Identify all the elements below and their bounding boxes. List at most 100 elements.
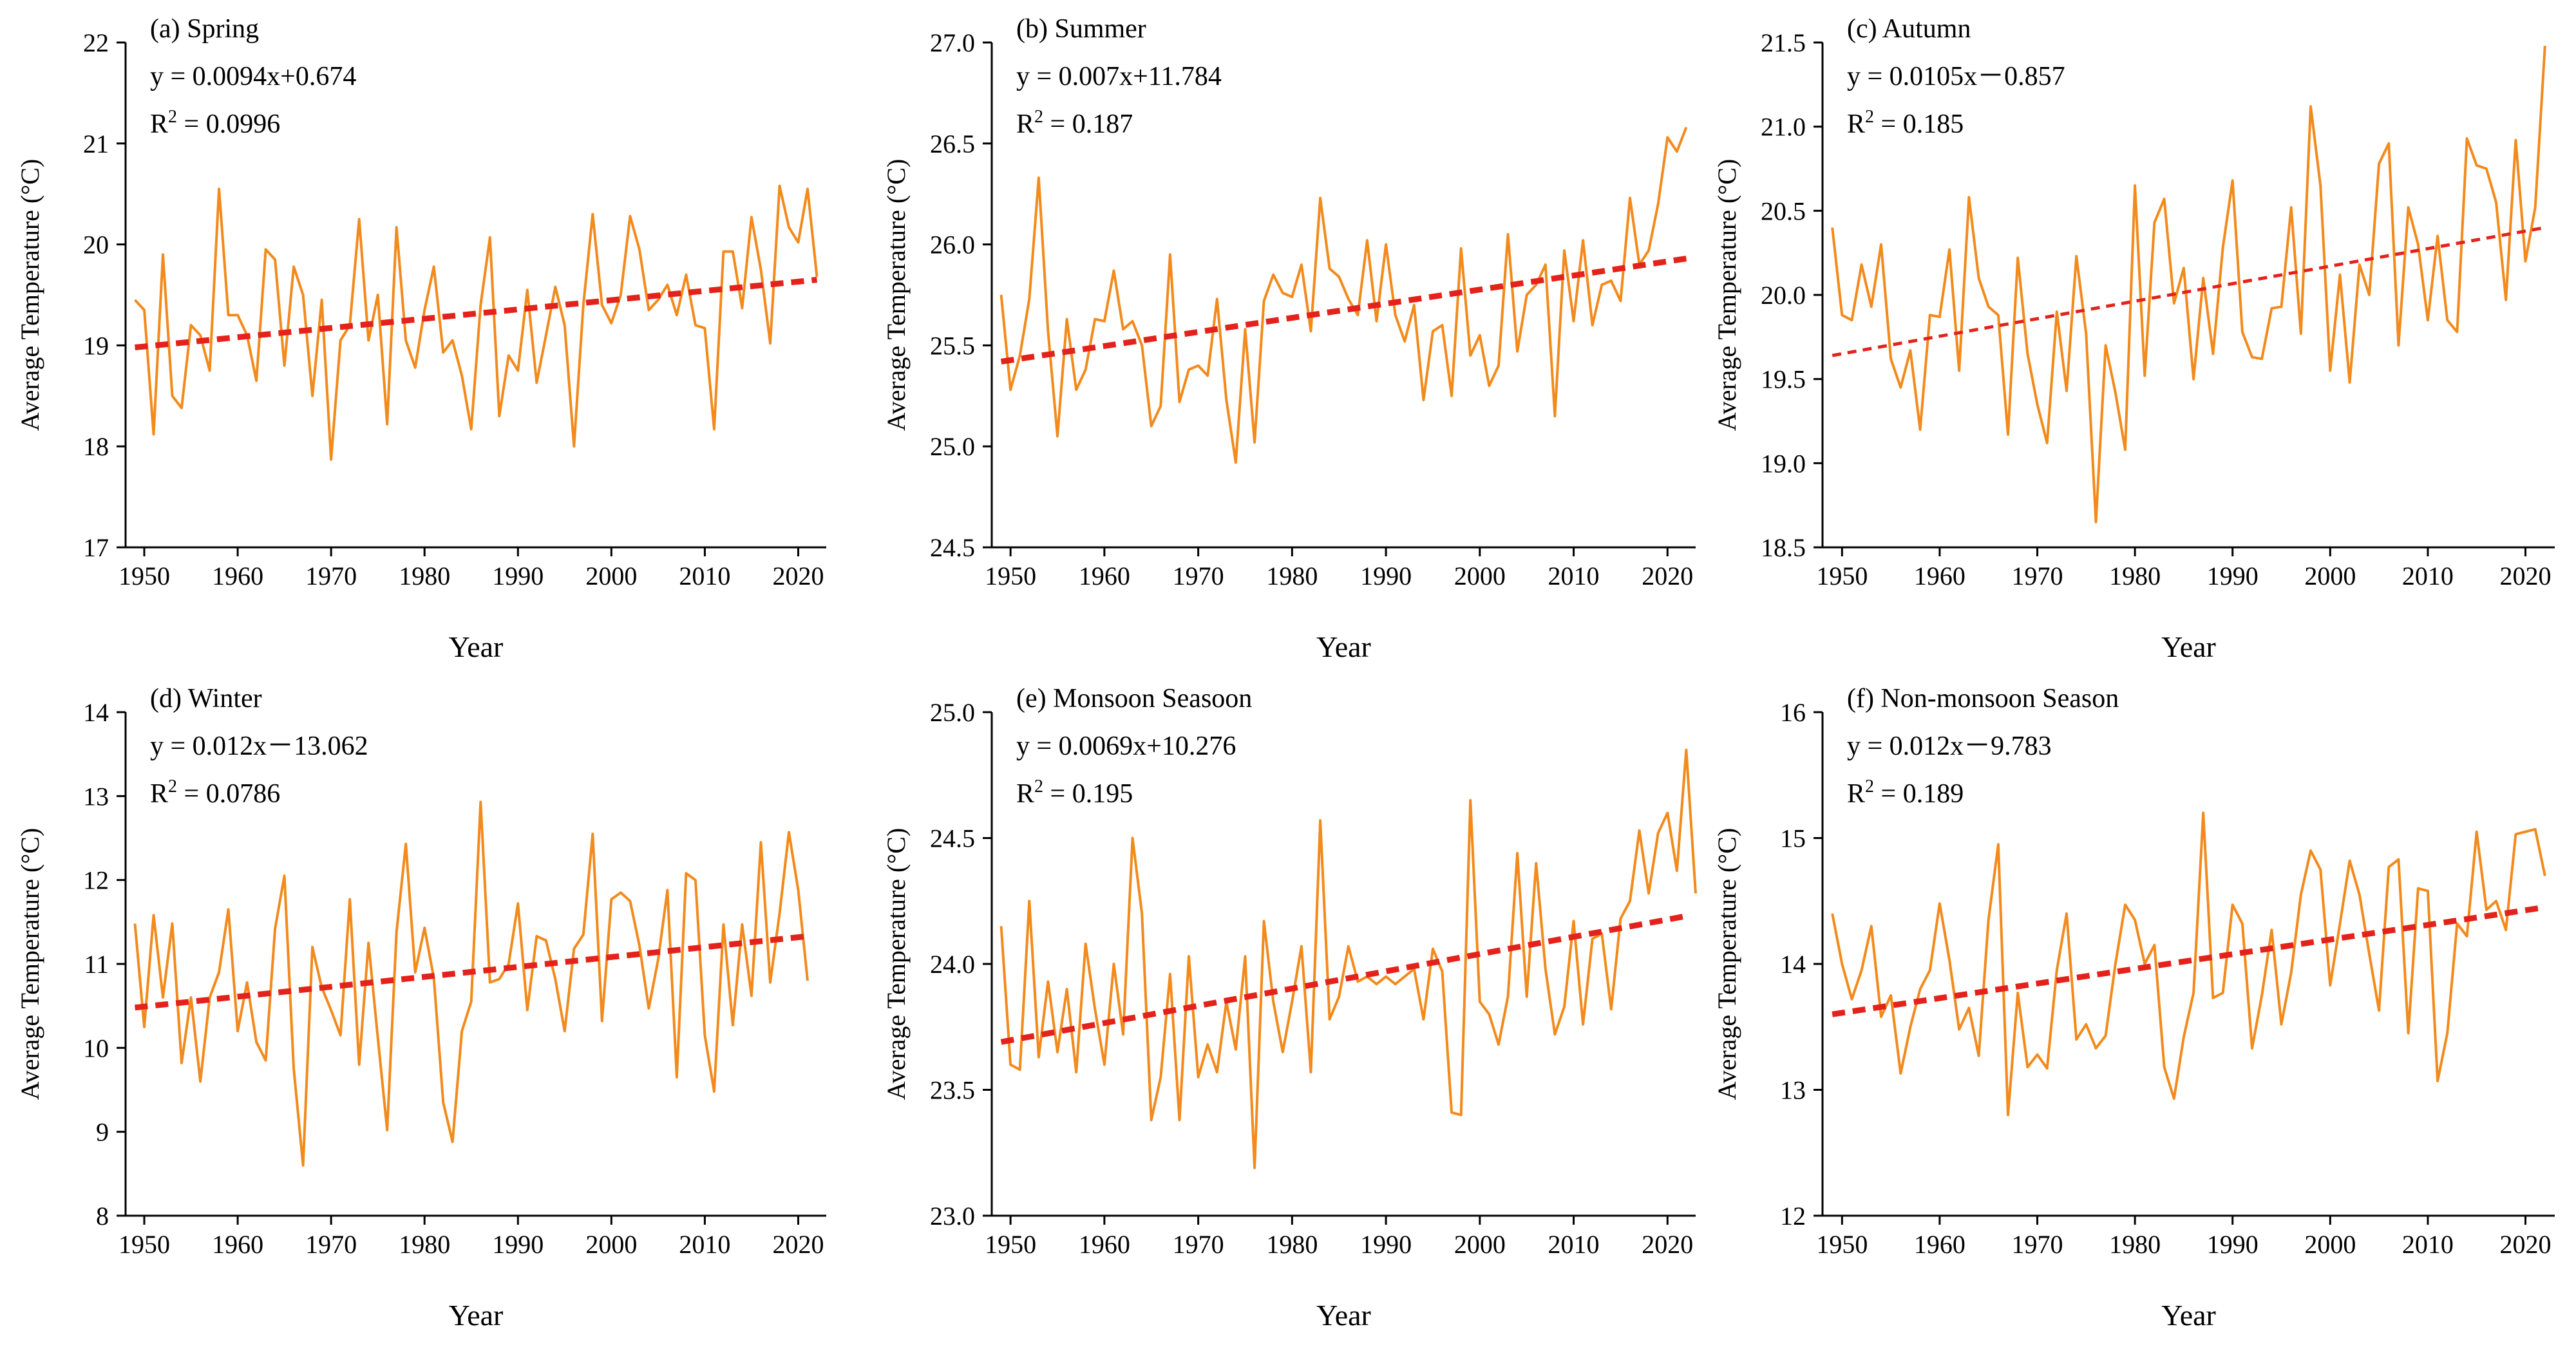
y-axis-label: Average Temperature (°C) <box>1712 159 1741 431</box>
x-tick-label: 1950 <box>1816 1230 1868 1259</box>
y-tick-label: 20 <box>83 231 109 259</box>
x-axis-label: Year <box>1316 1299 1371 1332</box>
y-axis-label: Average Temperature (°C) <box>882 828 911 1100</box>
trend-line <box>1000 256 1687 364</box>
x-tick-label: 1980 <box>2109 1230 2161 1259</box>
x-tick-label: 1980 <box>2109 561 2161 590</box>
y-tick-label: 21.0 <box>1761 113 1806 142</box>
x-axis-label: Year <box>449 1299 504 1332</box>
y-tick-label: 23.5 <box>930 1076 975 1105</box>
x-tick-label: 2020 <box>2500 561 2552 590</box>
x-tick-label: 1960 <box>1914 561 1965 590</box>
y-axis-label: Average Temperature (°C) <box>15 828 44 1100</box>
regression-equation: y = 0.012x－9.783 <box>1847 731 2052 761</box>
panel-title: (f) Non-monsoon Season <box>1847 684 2119 713</box>
chart-panel-3: 18.5 19.0 19.5 20.0 20.5 21.0 21.5 1950 1960 1970… <box>1712 14 2555 663</box>
trend-line <box>135 277 817 351</box>
r-squared-r: R <box>1016 779 1034 809</box>
r-squared-r: R <box>150 109 168 139</box>
x-tick-label: 1990 <box>492 561 544 590</box>
y-tick-label: 13 <box>83 782 109 811</box>
y-axis-label: Average Temperature (°C) <box>882 159 911 431</box>
x-axis-label: Year <box>2161 1299 2216 1332</box>
y-tick-label: 24.5 <box>930 824 975 853</box>
x-tick-label: 1960 <box>212 561 263 590</box>
x-tick-label: 1960 <box>1914 1230 1965 1259</box>
y-tick-label: 16 <box>1780 698 1806 727</box>
temperature-series-line <box>1831 46 2546 524</box>
x-tick-label: 2000 <box>585 561 637 590</box>
r-squared-label: R2 = 0.195 <box>1016 777 1133 809</box>
x-tick-label: 1970 <box>1173 561 1224 590</box>
y-tick-label: 24.5 <box>930 533 975 562</box>
x-tick-label: 1990 <box>2207 561 2259 590</box>
y-tick-label: 25.0 <box>930 432 975 461</box>
y-tick-label: 19.5 <box>1761 365 1806 394</box>
x-tick-label: 1950 <box>118 1230 170 1259</box>
r-squared-superscript: 2 <box>1865 107 1874 127</box>
panel-title: (a) Spring <box>150 14 259 44</box>
x-tick-label: 1970 <box>1173 1230 1224 1259</box>
y-tick-label: 18.5 <box>1761 533 1806 562</box>
x-tick-label: 1970 <box>2012 561 2063 590</box>
r-squared-r: R <box>1847 109 1865 139</box>
panel-title: (b) Summer <box>1016 14 1146 44</box>
chart-panel-5: 23.0 23.5 24.0 24.5 25.0 1950 1960 1970 1980 1990… <box>882 684 1697 1332</box>
r-squared-label: R2 = 0.189 <box>1847 777 1964 809</box>
x-tick-label: 2020 <box>1642 561 1693 590</box>
y-tick-label: 15 <box>1780 824 1806 853</box>
y-tick-label: 14 <box>83 698 109 727</box>
y-tick-label: 17 <box>83 533 109 562</box>
x-tick-label: 2000 <box>585 1230 637 1259</box>
r-squared-r: R <box>150 779 168 809</box>
y-axis-label: Average Temperature (°C) <box>1712 828 1741 1100</box>
trend-line <box>135 933 808 1011</box>
x-tick-label: 1990 <box>2207 1230 2259 1259</box>
x-tick-label: 1970 <box>305 561 357 590</box>
x-tick-label: 1960 <box>1079 561 1130 590</box>
y-tick-label: 20.0 <box>1761 281 1806 310</box>
x-tick-label: 2000 <box>1454 561 1506 590</box>
x-tick-label: 2020 <box>772 1230 824 1259</box>
x-tick-label: 2010 <box>2402 1230 2454 1259</box>
x-tick-label: 2020 <box>772 561 824 590</box>
panel-title: (d) Winter <box>150 684 262 713</box>
r-squared-superscript: 2 <box>1034 777 1043 797</box>
r-squared-label: R2 = 0.0996 <box>150 107 280 139</box>
temperature-series-line <box>133 800 809 1167</box>
y-tick-label: 18 <box>83 432 109 461</box>
chart-panel-6: 12 13 14 15 16 1950 1960 1970 1980 1990 2000 2010 20… <box>1712 684 2555 1332</box>
x-axis-label: Year <box>1316 630 1371 663</box>
r-squared-label: R2 = 0.0786 <box>150 777 280 809</box>
y-tick-label: 25.5 <box>930 331 975 360</box>
y-tick-label: 8 <box>96 1202 109 1231</box>
y-tick-label: 24.0 <box>930 950 975 979</box>
x-tick-label: 1980 <box>1266 1230 1318 1259</box>
x-tick-label: 1980 <box>399 1230 450 1259</box>
temperature-series-line <box>999 748 1697 1169</box>
r-squared-superscript: 2 <box>168 777 177 797</box>
y-tick-label: 25.0 <box>930 698 975 727</box>
x-tick-label: 1960 <box>1079 1230 1130 1259</box>
regression-equation: y = 0.007x+11.784 <box>1016 62 1222 91</box>
r-squared-value: = 0.187 <box>1043 109 1133 139</box>
x-tick-label: 2000 <box>1454 1230 1506 1259</box>
r-squared-value: = 0.0996 <box>177 109 280 139</box>
x-tick-label: 2010 <box>679 1230 730 1259</box>
y-tick-label: 9 <box>96 1118 109 1147</box>
y-tick-label: 26.5 <box>930 129 975 158</box>
panel-title: (c) Autumn <box>1847 14 1971 44</box>
x-axis-label: Year <box>449 630 504 663</box>
x-tick-label: 2010 <box>1548 561 1600 590</box>
y-tick-label: 11 <box>84 950 109 979</box>
y-tick-label: 23.0 <box>930 1202 975 1231</box>
x-tick-label: 1950 <box>118 561 170 590</box>
x-axis-label: Year <box>2161 630 2216 663</box>
panel-title: (e) Monsoon Seasoon <box>1016 684 1252 713</box>
temperature-series-line <box>999 126 1688 464</box>
chart-panel-4: 8 9 10 11 12 13 14 1950 1960 1970 1980 1990 2000 2010… <box>15 684 826 1332</box>
r-squared-r: R <box>1016 109 1034 139</box>
x-tick-label: 2020 <box>2500 1230 2552 1259</box>
x-tick-label: 2010 <box>2402 561 2454 590</box>
x-tick-label: 1990 <box>1360 1230 1412 1259</box>
